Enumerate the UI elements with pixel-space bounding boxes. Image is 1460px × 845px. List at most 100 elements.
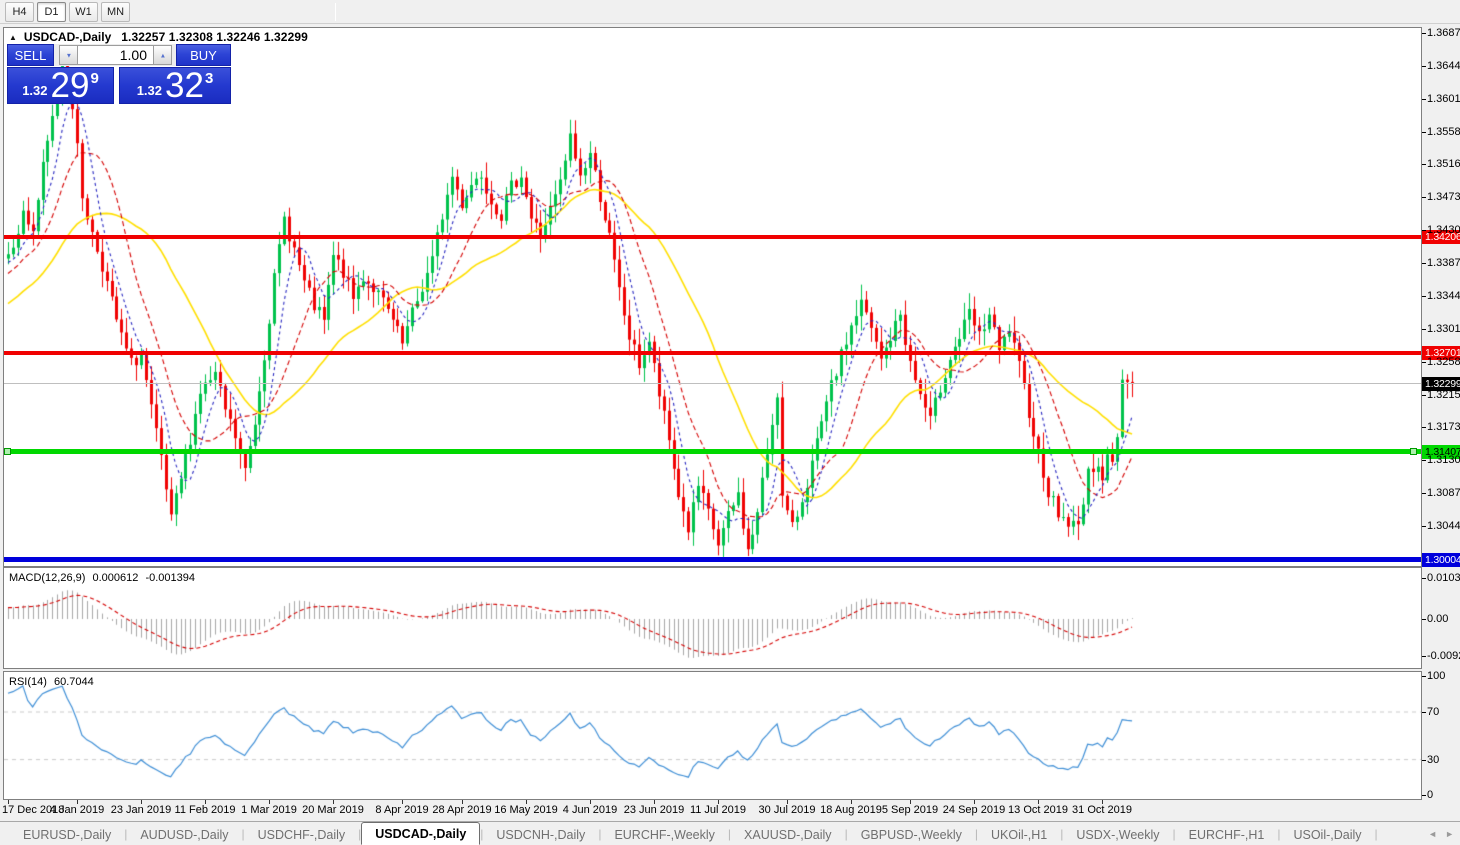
macd-label: MACD(12,26,9) 0.000612 -0.001394 bbox=[9, 572, 199, 584]
symbol-tab-bar: EURUSD-,Daily | AUDUSD-,Daily | USDCHF-,Dail… bbox=[0, 821, 1460, 845]
price-axis-value: 1.35160 bbox=[1427, 158, 1460, 170]
timeframe-button-d1[interactable]: D1 bbox=[37, 1, 66, 22]
symbol-tab-usdx[interactable]: USDX-,Weekly bbox=[1076, 827, 1160, 842]
tab-scroll-right-icon[interactable]: ► bbox=[1445, 829, 1454, 839]
date-axis-value: 5 Sep 2019 bbox=[881, 804, 939, 816]
date-axis-value: 16 May 2019 bbox=[494, 804, 558, 816]
tab-scroll-left-icon[interactable]: ◄ bbox=[1428, 829, 1438, 839]
support-line-blue[interactable] bbox=[4, 557, 1421, 562]
price-axis-value: 1.36010 bbox=[1427, 93, 1460, 105]
price-axis-tick bbox=[1421, 427, 1426, 428]
tab-separator: | bbox=[124, 826, 128, 841]
tab-separator: | bbox=[241, 826, 245, 841]
symbol-tab-usdcad[interactable]: USDCAD-,Daily bbox=[361, 822, 481, 845]
symbol-tab-gbpusd[interactable]: GBPUSD-,Weekly bbox=[860, 827, 962, 842]
date-axis-value: 28 Apr 2019 bbox=[432, 804, 492, 816]
symbol-tab-usoil[interactable]: USOil-,Daily bbox=[1293, 827, 1362, 842]
date-axis-value: 4 Jan 2019 bbox=[49, 804, 105, 816]
price-axis-tick bbox=[1421, 296, 1426, 297]
price-axis-tick bbox=[1421, 66, 1426, 67]
volume-increase-button[interactable]: ▲ bbox=[153, 45, 172, 65]
bid-price-button[interactable]: 1.32 29 9 bbox=[7, 67, 114, 104]
price-axis-tick bbox=[1421, 395, 1426, 396]
symbol-tab-usdcnh[interactable]: USDCNH-,Daily bbox=[496, 827, 586, 842]
collapse-trade-panel-icon[interactable]: ▲ bbox=[9, 32, 17, 42]
ask-price-small: 1.32 bbox=[136, 83, 163, 98]
date-axis-tick bbox=[333, 800, 334, 804]
resistance-line-upper[interactable] bbox=[4, 235, 1421, 239]
tab-separator: | bbox=[727, 826, 732, 841]
timeframe-button-mn[interactable]: MN bbox=[101, 1, 130, 22]
date-axis-tick bbox=[787, 800, 788, 804]
rsi-name: RSI(14) bbox=[9, 676, 47, 688]
macd-axis-value: 0.010311 bbox=[1427, 572, 1460, 584]
macd-value-main: 0.000612 bbox=[92, 572, 139, 584]
price-axis-value: 1.36440 bbox=[1427, 60, 1460, 72]
spin-up-icon: ▲ bbox=[159, 51, 166, 59]
date-axis-tick bbox=[974, 800, 975, 804]
symbol-tab-usdchf[interactable]: USDCHF-,Daily bbox=[257, 827, 346, 842]
price-axis-tick bbox=[1421, 329, 1426, 330]
main-price-chart-canvas[interactable] bbox=[4, 28, 1421, 566]
toolbar-separator bbox=[335, 2, 336, 21]
ask-price-big: 32 bbox=[165, 65, 204, 105]
timeframe-button-w1[interactable]: W1 bbox=[69, 1, 98, 22]
macd-indicator-canvas[interactable] bbox=[4, 568, 1421, 668]
date-axis-tick bbox=[910, 800, 911, 804]
volume-input[interactable] bbox=[78, 45, 153, 65]
ask-price-button[interactable]: 1.32 32 3 bbox=[119, 67, 231, 104]
chart-symbol-label: USDCAD-,Daily bbox=[23, 30, 112, 44]
price-axis-tick bbox=[1421, 460, 1426, 461]
resistance-line-lower[interactable] bbox=[4, 351, 1421, 355]
timeframe-toolbar: H4 D1 W1 MN bbox=[0, 0, 1460, 24]
tab-separator: | bbox=[1060, 826, 1064, 841]
date-axis-tick bbox=[718, 800, 719, 804]
trendline-handle[interactable] bbox=[4, 448, 11, 455]
chart-title: ▲ USDCAD-,Daily 1.32257 1.32308 1.32246 … bbox=[9, 30, 308, 44]
price-axis-value: 1.34730 bbox=[1427, 191, 1460, 203]
support-line-blue-price-label: 1.30004 bbox=[1422, 553, 1460, 567]
price-axis-value: 1.31730 bbox=[1427, 421, 1460, 433]
sell-button[interactable]: SELL bbox=[7, 44, 54, 66]
date-axis-tick bbox=[590, 800, 591, 804]
current-price-line-price-label: 1.32299 bbox=[1422, 377, 1460, 391]
symbol-tab-xauusd[interactable]: XAUUSD-,Daily bbox=[744, 827, 832, 842]
rsi-label: RSI(14) 60.7044 bbox=[9, 676, 98, 688]
rsi-axis-tick bbox=[1421, 676, 1426, 677]
price-axis-tick bbox=[1421, 493, 1426, 494]
buy-button[interactable]: BUY bbox=[176, 44, 231, 66]
bid-price-small: 1.32 bbox=[22, 83, 48, 98]
symbol-tab-audusd[interactable]: AUDUSD-,Daily bbox=[140, 827, 229, 842]
date-axis-tick bbox=[402, 800, 403, 804]
rsi-axis-tick bbox=[1421, 795, 1426, 796]
price-axis-value: 1.30870 bbox=[1427, 487, 1460, 499]
price-axis-value: 1.35580 bbox=[1427, 126, 1460, 138]
symbol-tab-eurchf[interactable]: EURCHF-,Weekly bbox=[614, 827, 715, 842]
price-axis-tick bbox=[1421, 526, 1426, 527]
price-axis-tick bbox=[1421, 362, 1426, 363]
tab-separator: | bbox=[598, 826, 602, 841]
tab-scroll-buttons: ◄ ► bbox=[1428, 828, 1454, 840]
trendline-handle[interactable] bbox=[1410, 448, 1417, 455]
timeframe-button-h4[interactable]: H4 bbox=[5, 1, 34, 22]
macd-name: MACD(12,26,9) bbox=[9, 572, 86, 584]
chart-ohlc-values: 1.32257 1.32308 1.32246 1.32299 bbox=[121, 30, 308, 44]
price-axis-value: 1.34300 bbox=[1427, 224, 1460, 236]
support-line-green-price-label: 1.31407 bbox=[1422, 445, 1460, 459]
symbol-tab-eurusd[interactable]: EURUSD-,Daily bbox=[23, 827, 112, 842]
symbol-tab-eurchf[interactable]: EURCHF-,H1 bbox=[1188, 827, 1265, 842]
support-line-green[interactable] bbox=[4, 449, 1421, 454]
price-axis-value: 1.33440 bbox=[1427, 290, 1460, 302]
current-price-line[interactable] bbox=[4, 383, 1421, 384]
price-axis-value: 1.33010 bbox=[1427, 323, 1460, 335]
symbol-tab-ukoil[interactable]: UKOil-,H1 bbox=[991, 827, 1048, 842]
date-axis-tick bbox=[8, 800, 9, 804]
volume-decrease-button[interactable]: ▼ bbox=[59, 45, 78, 65]
rsi-indicator-canvas[interactable] bbox=[4, 672, 1421, 799]
macd-axis-tick bbox=[1421, 619, 1426, 620]
macd-axis-value: -0.009203 bbox=[1427, 650, 1460, 662]
one-click-trade-panel: SELL ▼ ▲ BUY 1.32 29 9 1.32 32 3 bbox=[7, 44, 231, 104]
price-axis-tick bbox=[1421, 33, 1426, 34]
